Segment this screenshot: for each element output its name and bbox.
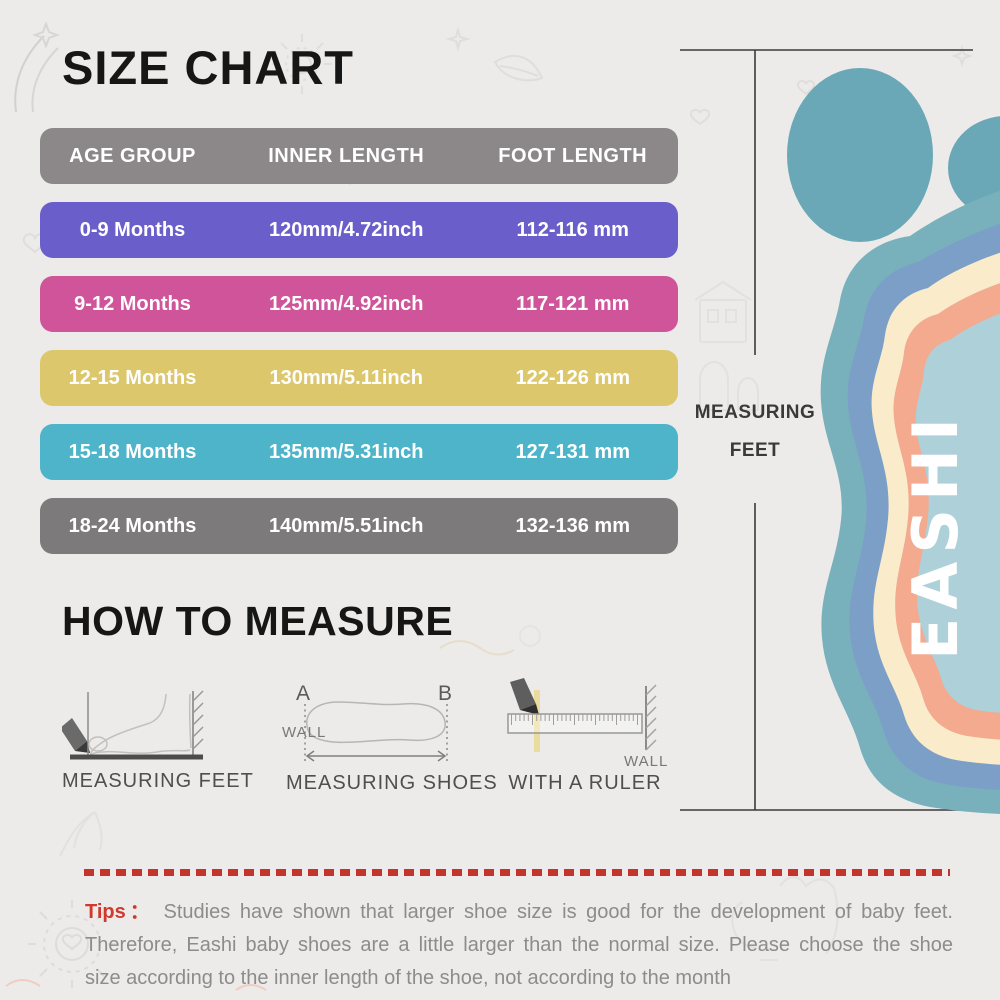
- table-row: 15-18 Months 135mm/5.31inch 127-131 mm: [40, 424, 678, 480]
- ruler-diagram: [507, 678, 657, 752]
- point-b-label: B: [438, 682, 453, 705]
- table-row: 0-9 Months 120mm/4.72inch 112-116 mm: [40, 202, 678, 258]
- shoe-sole-outline: [306, 701, 446, 744]
- tips-label: Tips：: [85, 901, 154, 923]
- age-cell: 0-9 Months: [79, 218, 186, 241]
- measuring-feet-label-line1: MEASURING: [694, 402, 816, 423]
- foot-cell: 117-121 mm: [516, 292, 630, 315]
- column-header-inner-length: INNER LENGTH: [268, 144, 425, 167]
- point-a-label: A: [296, 682, 311, 705]
- foot-layer-inner: [915, 313, 1000, 713]
- foot-cell: 112-116 mm: [516, 218, 629, 241]
- sparkle-icon: [32, 21, 60, 49]
- wall-label: WALL: [282, 724, 327, 741]
- column-header-foot-length: FOOT LENGTH: [498, 144, 648, 167]
- measuring-feet-diagram: [62, 690, 204, 760]
- size-table: AGE GROUP INNER LENGTH FOOT LENGTH 0-9 M…: [40, 128, 678, 572]
- table-row: 18-24 Months 140mm/5.51inch 132-136 mm: [40, 498, 678, 554]
- tips-line: Therefore, Eashi baby shoes are a little…: [85, 934, 953, 956]
- tips-line: Tips： Studies have shown that larger sho…: [85, 896, 953, 929]
- age-cell: 12-15 Months: [68, 366, 197, 389]
- figure-caption: WITH A RULER: [508, 772, 662, 794]
- foot-cell: 132-136 mm: [515, 514, 630, 537]
- age-cell: 15-18 Months: [68, 440, 197, 463]
- measuring-shoes-diagram: [304, 701, 448, 764]
- figure-caption: MEASURING FEET: [62, 770, 254, 792]
- wall-hatching: [192, 690, 204, 757]
- measuring-feet-label-line2: FEET: [729, 440, 781, 461]
- inner-cell: 130mm/5.11inch: [269, 366, 423, 389]
- tips-line: size according to the inner length of th…: [85, 967, 731, 989]
- measurement-lines: [680, 49, 975, 811]
- column-header-age-group: AGE GROUP: [69, 144, 196, 167]
- table-row: 12-15 Months 130mm/5.11inch 122-126 mm: [40, 350, 678, 406]
- size-table-header-row: AGE GROUP INNER LENGTH FOOT LENGTH: [40, 128, 678, 184]
- foot-cell: 127-131 mm: [515, 440, 630, 463]
- length-arrow: [305, 750, 447, 762]
- big-toe: [787, 68, 933, 242]
- dashed-divider: [84, 869, 950, 876]
- small-toe: [948, 116, 1000, 220]
- inner-cell: 120mm/4.72inch: [268, 218, 424, 241]
- tips-paragraph: Tips： Studies have shown that larger sho…: [85, 896, 953, 995]
- figure-caption: MEASURING SHOES: [286, 772, 498, 794]
- age-cell: 9-12 Months: [74, 292, 191, 315]
- wall-label: WALL: [624, 753, 669, 770]
- pencil-icon: [62, 718, 87, 751]
- pencil-icon: [510, 678, 536, 710]
- inner-cell: 135mm/5.31inch: [268, 440, 424, 463]
- tips-text: Studies have shown that larger shoe size…: [163, 901, 954, 923]
- inner-cell: 140mm/5.51inch: [268, 514, 424, 537]
- brand-vertical-text: EASHI: [899, 410, 972, 660]
- wall-hatching: [645, 684, 657, 751]
- foot-measuring-illustration: EASHI: [680, 49, 1000, 814]
- foot-cell: 122-126 mm: [515, 366, 630, 389]
- age-cell: 18-24 Months: [68, 514, 197, 537]
- foot-outline: [88, 693, 192, 756]
- how-to-measure-heading: HOW TO MEASURE: [62, 598, 454, 644]
- inner-cell: 125mm/4.92inch: [268, 292, 424, 315]
- page-title: SIZE CHART: [62, 41, 354, 94]
- table-row: 9-12 Months 125mm/4.92inch 117-121 mm: [40, 276, 678, 332]
